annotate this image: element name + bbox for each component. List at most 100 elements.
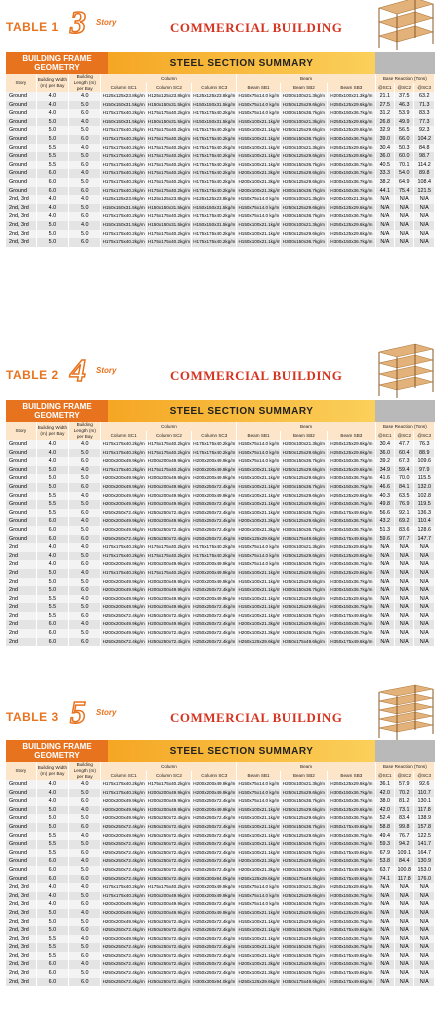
table-section-1: TABLE 1 3 Story COMMERCIAL BUILDING BUIL… xyxy=(0,0,441,247)
table-cell: H175x175x40.2kg/m xyxy=(100,788,147,798)
table-cell: 76.3 xyxy=(413,440,435,449)
table-cell: H150x75x14.0 kg/m xyxy=(236,543,281,552)
table-cell: 5.0 xyxy=(36,908,70,918)
table-cell: 5.5 xyxy=(36,491,70,501)
table-cell: 5.0 xyxy=(68,203,102,213)
story-number: 5 xyxy=(69,693,87,731)
table-cell: H250x250x72.4kg/m xyxy=(100,848,147,858)
table-cell: 2nd, 3rd xyxy=(6,900,37,909)
table-cell: 56.6 xyxy=(375,508,396,518)
header-r3: @SC3 xyxy=(413,431,435,440)
table-cell: 71.3 xyxy=(413,100,435,110)
table-cell: 141.7 xyxy=(413,840,435,849)
table-cell: N/A xyxy=(413,603,435,612)
table-cell: 84.8 xyxy=(413,143,435,153)
table-cell: H175x175x40.2kg/m xyxy=(191,177,238,187)
table-cell: H350x175x49.6kg/m xyxy=(327,865,376,875)
table-cell: H175x175x40.2kg/m xyxy=(191,212,238,221)
table-cell: H200x200x49.9kg/m xyxy=(100,908,147,918)
table-cell: H200x100x21.3kg/m xyxy=(236,620,281,630)
table-cell: H300x150x36.7kg/m xyxy=(280,629,329,638)
table-cell: H200x200x49.9kg/m xyxy=(191,908,238,918)
table-cell: 64.9 xyxy=(394,177,415,187)
table-cell: 5.5 xyxy=(36,500,70,509)
table-cell: N/A xyxy=(375,603,396,612)
table-cell: Ground xyxy=(6,797,37,806)
table-cell: H175x175x40.2kg/m xyxy=(100,780,147,789)
table-cell: 138.9 xyxy=(413,814,435,823)
table-cell: H250x125x29.6kg/m xyxy=(280,594,329,604)
header-sc2: Column SC2 xyxy=(146,431,193,440)
table-cell: 6.0 xyxy=(68,134,102,144)
table-cell: H300x150x36.7kg/m xyxy=(327,629,376,638)
table-cell: H250x250x72.4kg/m xyxy=(146,977,193,987)
table-cell: 83.4 xyxy=(394,814,415,823)
table-row: 2nd, 3rd 4.0 4.0 H125x125x23.8kg/m H125x125x… xyxy=(6,195,435,204)
table-cell: H150x100x21.1kg/m xyxy=(236,814,281,823)
table-row: Ground 5.5 6.0 H250x250x72.4kg/m H250x250x72… xyxy=(6,848,435,858)
table-cell: H175x175x40.2kg/m xyxy=(100,238,147,247)
table-cell: H200x200x49.9kg/m xyxy=(100,594,147,604)
table-cell: H300x150x36.7kg/m xyxy=(280,822,329,832)
table-cell: H175x175x40.2kg/m xyxy=(100,440,147,449)
table-cell: H200x200x49.9kg/m xyxy=(100,474,147,483)
table-cell: H250x250x72.4kg/m xyxy=(146,969,193,978)
table-cell: H150x100x21.1kg/m xyxy=(236,586,281,595)
table-cell: 4.0 xyxy=(68,117,102,127)
building-frame-illustration xyxy=(378,343,434,398)
table-cell: H200x200x49.9kg/m xyxy=(100,831,147,841)
table-cell: 115.5 xyxy=(413,474,435,483)
table-cell: H175x175x40.2kg/m xyxy=(146,126,193,135)
title-bar: BUILDING FRAME GEOMETRY STEEL SECTION SU… xyxy=(6,400,435,422)
table-cell: 40.5 xyxy=(375,160,396,170)
table-cell: H175x175x40.2kg/m xyxy=(146,152,193,161)
table-cell: H250x250x72.4kg/m xyxy=(146,637,193,647)
table-cell: 6.0 xyxy=(68,977,102,987)
table-cell: H300x150x36.7kg/m xyxy=(280,212,329,221)
table-cell: H250x250x72.4kg/m xyxy=(146,874,193,884)
table-cell: H200x200x49.9kg/m xyxy=(100,814,147,823)
table-cell: H250x125x29.6kg/m xyxy=(280,960,329,970)
table-row: 2nd, 3rd 4.0 6.0 H200x200x49.9kg/m H200x200x… xyxy=(6,900,435,909)
table-cell: H350x175x49.6kg/m xyxy=(327,508,376,518)
table-cell: H250x125x29.6kg/m xyxy=(327,229,376,239)
table-cell: Ground xyxy=(6,517,37,526)
table-cell: 5.0 xyxy=(68,788,102,798)
table-cell: H300x150x36.7kg/m xyxy=(327,577,376,587)
table-cell: 4.0 xyxy=(68,620,102,630)
table-row: Ground 4.0 5.0 H175x175x40.2kg/m H200x200x49… xyxy=(6,788,435,798)
table-row: 2nd 6.0 4.0 H200x200x49.9kg/m H200x200x49.9k… xyxy=(6,620,435,630)
table-cell: H150x100x21.1kg/m xyxy=(236,465,281,475)
table-cell: N/A xyxy=(413,934,435,944)
table-cell: H150x75x14.0 kg/m xyxy=(236,788,281,798)
table-cell: H300x150x36.7kg/m xyxy=(280,160,329,170)
table-cell: 122.5 xyxy=(413,831,435,841)
table-cell: 5.0 xyxy=(68,152,102,161)
table-cell: H300x150x36.7kg/m xyxy=(327,500,376,509)
table-row: Ground 4.0 4.0 H175x175x40.2kg/m H175x175x40… xyxy=(6,440,435,449)
table-cell: 39.0 xyxy=(375,134,396,144)
table-cell: H200x100x21.3kg/m xyxy=(236,960,281,970)
table-cell: 88.9 xyxy=(413,448,435,458)
table-cell: H250x125x29.6kg/m xyxy=(236,874,281,884)
table-row: 2nd, 3rd 5.0 6.0 H250x250x72.4kg/m H250x250x… xyxy=(6,926,435,935)
header-r1: @SC1 xyxy=(375,771,396,780)
table-cell: H250x250x72.4kg/m xyxy=(191,831,238,841)
table-row: 2nd, 3rd 5.0 4.0 H200x200x49.9kg/m H200x200x… xyxy=(6,908,435,918)
table-cell: 2nd xyxy=(6,637,37,647)
table-cell: 6.0 xyxy=(68,637,102,647)
table-cell: H250x125x29.6kg/m xyxy=(327,152,376,161)
table-cell: 4.0 xyxy=(68,780,102,789)
table-cell: 5.0 xyxy=(68,865,102,875)
table-cell: H350x175x49.6kg/m xyxy=(327,637,376,647)
table-cell: Ground xyxy=(6,160,37,170)
table-cell: N/A xyxy=(394,900,415,909)
table-cell: H300x150x36.7kg/m xyxy=(327,891,376,901)
table-cell: H175x175x40.2kg/m xyxy=(191,229,238,239)
table-cell: H250x250x72.4kg/m xyxy=(100,960,147,970)
table-cell: H250x125x29.6kg/m xyxy=(280,517,329,526)
table-cell: N/A xyxy=(394,543,415,552)
table-cell: H300x150x36.7kg/m xyxy=(327,212,376,221)
table-cell: 6.0 xyxy=(36,525,70,535)
table-cell: H150x75x14.0 kg/m xyxy=(236,900,281,909)
